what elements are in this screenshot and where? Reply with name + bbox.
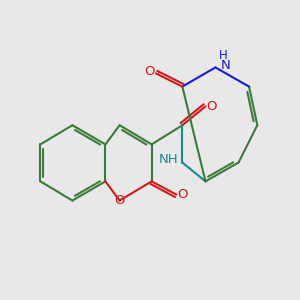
Text: O: O: [145, 65, 155, 78]
Text: N: N: [220, 59, 230, 72]
Text: NH: NH: [159, 153, 178, 167]
Text: O: O: [177, 188, 188, 201]
Text: H: H: [219, 50, 227, 62]
Text: O: O: [206, 100, 217, 113]
Text: O: O: [114, 194, 125, 207]
